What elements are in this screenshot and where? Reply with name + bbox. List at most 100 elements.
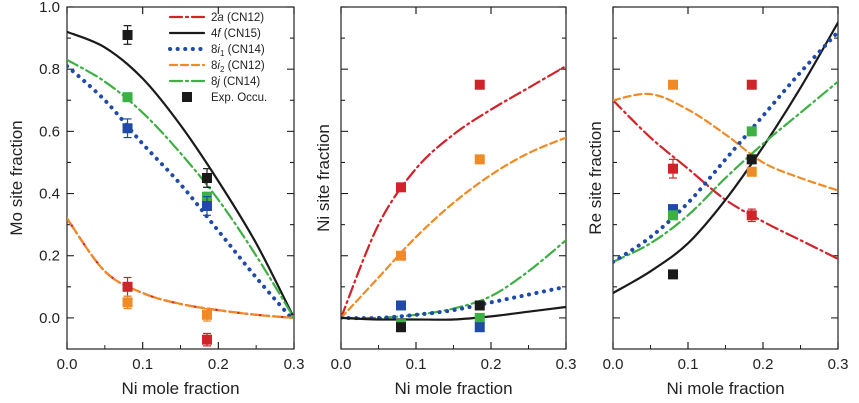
- data-point-square: [474, 79, 485, 90]
- series-line-2a: [341, 64, 566, 320]
- legend-label-part: 8: [211, 60, 217, 72]
- legend-label-part: f: [217, 28, 222, 40]
- plot-frame: [340, 6, 567, 350]
- data-point-square: [474, 300, 485, 311]
- series-line-4f: [67, 30, 294, 320]
- series-line-8j: [67, 58, 294, 320]
- series-line-8i2: [613, 92, 838, 192]
- data-point-square: [668, 204, 678, 215]
- legend-label-4f: 4f (CN15): [211, 28, 261, 40]
- data-point-square: [396, 322, 406, 333]
- data-point-square: [474, 322, 485, 333]
- x-tick-label: 0.0: [331, 356, 352, 373]
- x-tick-label: 0.1: [132, 356, 153, 373]
- series-group: [67, 25, 294, 347]
- data-point-square: [746, 79, 757, 90]
- series-line-8i1: [67, 64, 294, 324]
- legend-label-part: 2: [211, 12, 217, 24]
- data-point-square: [122, 281, 133, 292]
- x-tick-label: 0.1: [678, 356, 699, 373]
- data-point-square: [201, 309, 212, 320]
- legend: 2a (CN12)4f (CN15)8i1 (CN14)8i2 (CN12)8j…: [168, 12, 267, 104]
- x-axis-title: Ni mole fraction: [666, 379, 784, 398]
- data-point-square: [474, 312, 485, 323]
- data-point-square: [396, 250, 406, 261]
- legend-label-part: (CN14): [224, 44, 264, 56]
- x-tick-label: 0.2: [481, 356, 502, 373]
- data-point-square: [746, 126, 757, 137]
- x-axis-title: Ni mole fraction: [394, 379, 512, 398]
- data-point-square: [396, 300, 406, 311]
- legend-label-part: 8: [211, 76, 217, 88]
- data-point-square: [201, 334, 212, 345]
- data-point-square: [122, 29, 133, 40]
- legend-label-part: a: [217, 12, 223, 24]
- series-line-8i2: [341, 136, 566, 320]
- x-tick-label: 0.0: [603, 356, 624, 373]
- legend-label-8i1: 8i1 (CN14): [211, 44, 265, 58]
- series-line-8j: [341, 239, 566, 320]
- data-point-square: [668, 269, 678, 280]
- y-axis-title: Ni site fraction: [314, 124, 333, 232]
- x-tick-label: 0.3: [828, 356, 849, 373]
- data-point-square: [474, 154, 485, 165]
- y-tick-label: 0.6: [39, 123, 60, 140]
- data-point-square: [122, 297, 133, 308]
- series-group: [613, 21, 838, 295]
- data-point-square: [396, 182, 406, 193]
- legend-label-2a: 2a (CN12): [211, 12, 264, 24]
- legend-label-8j: 8j (CN14): [211, 76, 260, 88]
- legend-label-part: i: [217, 44, 220, 56]
- series-line-8i2: [67, 217, 294, 320]
- legend-label-part: (CN12): [224, 12, 264, 24]
- x-tick-label: 0.1: [406, 356, 427, 373]
- legend-label-part: 1: [220, 49, 225, 58]
- series-line-8i1: [613, 29, 838, 264]
- y-tick-label: 0.2: [39, 248, 60, 265]
- series-line-8i1: [341, 284, 566, 321]
- legend-label-part: (CN15): [221, 28, 261, 40]
- data-point-square: [201, 200, 212, 211]
- x-tick-label: 0.2: [753, 356, 774, 373]
- series-line-4f: [341, 305, 566, 321]
- x-tick-label: 0.2: [208, 356, 229, 373]
- data-point-square: [746, 166, 757, 177]
- y-tick-label: 1.0: [39, 0, 60, 16]
- x-tick-label: 0.3: [556, 356, 577, 373]
- series-group: [341, 64, 566, 333]
- x-tick-label: 0.3: [284, 356, 305, 373]
- data-point-square: [122, 123, 133, 134]
- legend-label-8i2: 8i2 (CN12): [211, 60, 265, 74]
- legend-label-part: (CN12): [224, 60, 264, 72]
- data-point-square: [201, 173, 212, 183]
- data-point-square: [668, 210, 678, 221]
- legend-label-part: Exp. Occu.: [211, 92, 267, 104]
- series-line-8j: [613, 80, 838, 264]
- legend-label-part: (CN14): [220, 76, 260, 88]
- panel-mo-site-fraction: 0.0 0.1 0.2 0.3 0.0 0.2 0.4 0.6 0.8 1.0 Ni mole fr…: [7, 0, 304, 398]
- legend-swatch-exp: [182, 92, 192, 102]
- legend-label-part: 8: [211, 44, 217, 56]
- data-point-square: [746, 210, 757, 221]
- y-tick-label: 0.4: [39, 186, 60, 203]
- legend-label-exp: Exp. Occu.: [211, 92, 267, 104]
- x-tick-label: 0.0: [57, 356, 78, 373]
- panel-re-site-fraction: 0.0 0.1 0.2 0.3 Ni mole fraction Re site frac…: [586, 6, 849, 398]
- y-axis-title: Mo site fraction: [7, 120, 26, 235]
- data-point-square: [122, 92, 133, 103]
- legend-label-part: j: [215, 76, 220, 88]
- series-line-4f: [613, 21, 838, 295]
- y-tick-label: 0.0: [39, 310, 60, 327]
- legend-label-part: i: [217, 60, 220, 72]
- data-point-square: [668, 163, 678, 174]
- legend-label-part: 4: [211, 28, 218, 40]
- x-axis-title: Ni mole fraction: [121, 379, 239, 398]
- y-tick-label: 0.8: [39, 61, 60, 78]
- legend-label-part: 2: [220, 65, 225, 74]
- data-point-square: [746, 154, 757, 165]
- y-axis-title: Re site fraction: [586, 121, 605, 234]
- panel-ni-site-fraction: 0.0 0.1 0.2 0.3 Ni mole fraction Ni site frac…: [314, 6, 577, 398]
- data-point-square: [668, 79, 678, 90]
- plot-frame: [66, 6, 295, 350]
